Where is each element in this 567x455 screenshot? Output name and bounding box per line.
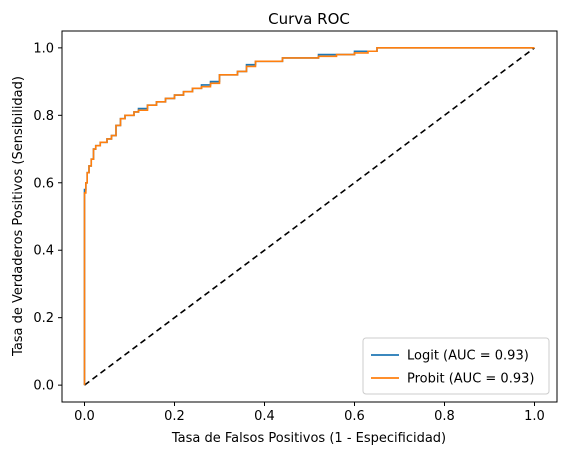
y-tick-label: 0.8 [33, 109, 54, 124]
chart-title: Curva ROC [268, 10, 350, 28]
legend: Logit (AUC = 0.93) Probit (AUC = 0.93) [363, 338, 549, 394]
x-tick-label: 1.0 [524, 409, 545, 424]
y-tick-label: 1.0 [33, 41, 54, 56]
x-tick-label: 0.4 [254, 409, 275, 424]
y-tick-label: 0.6 [33, 176, 54, 191]
y-tick-label: 0.0 [33, 379, 54, 394]
x-axis-ticks: 0.0 0.2 0.4 0.6 0.8 1.0 [74, 402, 545, 424]
y-axis-ticks: 0.0 0.2 0.4 0.6 0.8 1.0 [33, 41, 62, 393]
y-axis-label: Tasa de Verdaderos Positivos (Sensibilid… [11, 76, 26, 357]
x-tick-label: 0.0 [74, 409, 95, 424]
x-tick-label: 0.6 [344, 409, 365, 424]
legend-label: Logit (AUC = 0.93) [407, 349, 529, 364]
reference-diagonal-line [85, 48, 535, 385]
x-axis-label: Tasa de Falsos Positivos (1 - Especifici… [171, 431, 446, 446]
y-tick-label: 0.4 [33, 244, 54, 259]
x-tick-label: 0.2 [164, 409, 185, 424]
legend-label: Probit (AUC = 0.93) [407, 372, 534, 387]
x-tick-label: 0.8 [434, 409, 455, 424]
plot-area [85, 48, 535, 385]
y-tick-label: 0.2 [33, 311, 54, 326]
